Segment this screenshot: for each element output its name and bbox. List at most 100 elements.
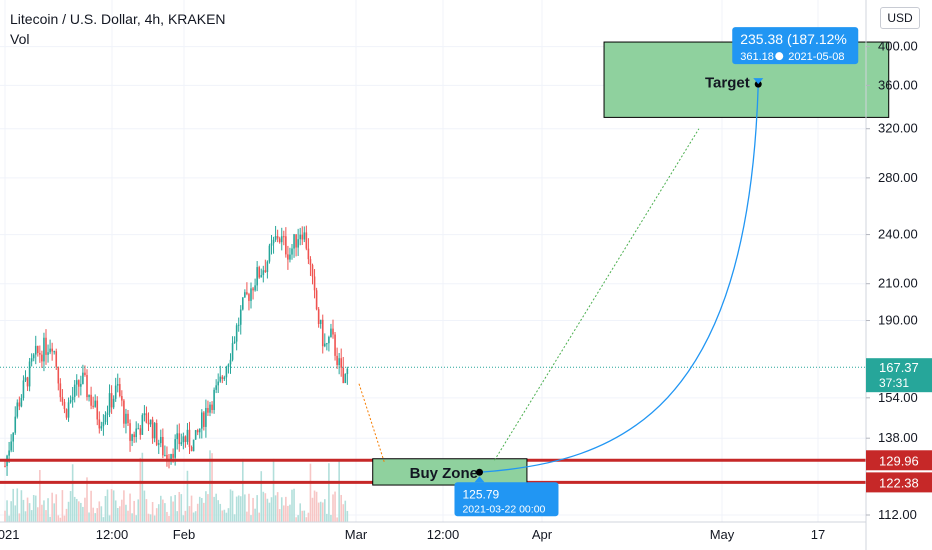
volume-bar xyxy=(231,490,234,522)
volume-bar xyxy=(192,512,195,522)
volume-bar xyxy=(16,488,19,522)
candle-body xyxy=(94,400,96,407)
volume-bar xyxy=(57,515,60,522)
candle-body xyxy=(324,343,326,347)
end-price-label: 361.18 xyxy=(740,51,774,63)
candle-body xyxy=(309,259,312,265)
candle-body xyxy=(147,422,150,425)
candle-body xyxy=(123,400,125,424)
candle-body xyxy=(49,348,51,353)
volume-bar xyxy=(43,500,45,522)
volume-bar xyxy=(106,489,109,522)
candle-body xyxy=(219,376,222,382)
time-tick-label: 2021 xyxy=(0,527,19,542)
candle-body xyxy=(141,415,144,435)
candle-body xyxy=(340,358,342,368)
volume-bar xyxy=(133,500,135,522)
candle-body xyxy=(205,407,207,427)
volume-bar xyxy=(32,495,35,522)
volume-bar xyxy=(131,513,133,522)
volume-bar xyxy=(321,502,324,522)
candle-body xyxy=(116,384,119,386)
volume-bar xyxy=(119,506,121,522)
volume-bar xyxy=(88,512,90,522)
candle-body xyxy=(209,404,211,413)
price-tick-label: 320.00 xyxy=(878,121,918,136)
volume-bar xyxy=(157,504,160,522)
candle-body xyxy=(246,292,248,295)
candle-body xyxy=(278,238,281,243)
time-tick-label: Feb xyxy=(173,527,195,542)
candle-body xyxy=(170,453,172,460)
volume-bar xyxy=(258,512,260,522)
volume-bar xyxy=(338,460,340,522)
candle-body xyxy=(125,413,127,424)
time-tick-label: 17 xyxy=(811,527,825,542)
last-price-label: 167.37 xyxy=(879,360,919,375)
candle-body xyxy=(84,372,86,376)
candle-body xyxy=(321,319,324,347)
volume-bar xyxy=(283,505,285,522)
candle-body xyxy=(20,397,23,407)
projection-curve xyxy=(479,84,759,473)
time-tick-label: May xyxy=(710,527,735,542)
candle-body xyxy=(289,254,291,260)
volume-bar xyxy=(51,492,53,522)
end-label-box xyxy=(732,27,859,65)
volume-bar xyxy=(151,502,154,522)
volume-bar xyxy=(239,496,242,522)
volume-bar xyxy=(4,510,6,522)
candle-body xyxy=(78,380,80,387)
volume-bar xyxy=(186,470,189,522)
volume-bar xyxy=(174,495,176,522)
chart-grid xyxy=(0,0,866,522)
candle-body xyxy=(326,343,328,345)
candle-body xyxy=(28,361,31,387)
volume-bar xyxy=(22,499,25,522)
candle-body xyxy=(225,366,228,378)
volume-bar xyxy=(270,497,273,522)
candle-body xyxy=(139,428,142,435)
volume-bar xyxy=(307,512,310,522)
volume-bar xyxy=(188,506,191,522)
candle-body xyxy=(299,234,301,240)
volume-bar xyxy=(149,514,152,522)
volume-bar xyxy=(34,495,37,522)
projection: 125.79 2021-03-22 00:00 235.38 (187.12% 361… xyxy=(358,27,859,517)
candle-body xyxy=(119,384,121,397)
volume-bar xyxy=(315,491,318,522)
volume-bar xyxy=(65,508,68,522)
volume-bar xyxy=(172,501,174,522)
candle-body xyxy=(63,401,66,410)
support-price-label: 122.38 xyxy=(879,475,919,490)
candle-body xyxy=(307,248,310,260)
volume-bar xyxy=(291,489,293,522)
volume-bar xyxy=(285,496,287,522)
start-label-box xyxy=(454,482,559,517)
volume-bar xyxy=(330,514,332,522)
volume-bar xyxy=(319,501,322,522)
target-zone-label: Target xyxy=(705,74,750,91)
candle-body xyxy=(319,319,322,325)
candle-body xyxy=(51,348,53,352)
candlesticks xyxy=(4,225,349,476)
volume-bars xyxy=(4,450,349,522)
candle-body xyxy=(194,430,197,440)
volume-bar xyxy=(276,492,279,522)
volume-bar xyxy=(342,504,345,522)
candle-body xyxy=(330,328,332,337)
volume-bar xyxy=(274,495,277,522)
candle-body xyxy=(211,404,213,410)
volume-bar xyxy=(12,488,14,522)
zones: Buy Zone Target xyxy=(372,41,890,486)
candle-body xyxy=(196,430,199,433)
volume-bar xyxy=(328,463,330,522)
candle-body xyxy=(252,288,254,291)
currency-button[interactable]: USD xyxy=(880,7,920,29)
volume-bar xyxy=(168,515,170,522)
volume-bar xyxy=(160,495,162,522)
candle-body xyxy=(37,345,39,353)
volume-bar xyxy=(75,498,78,522)
